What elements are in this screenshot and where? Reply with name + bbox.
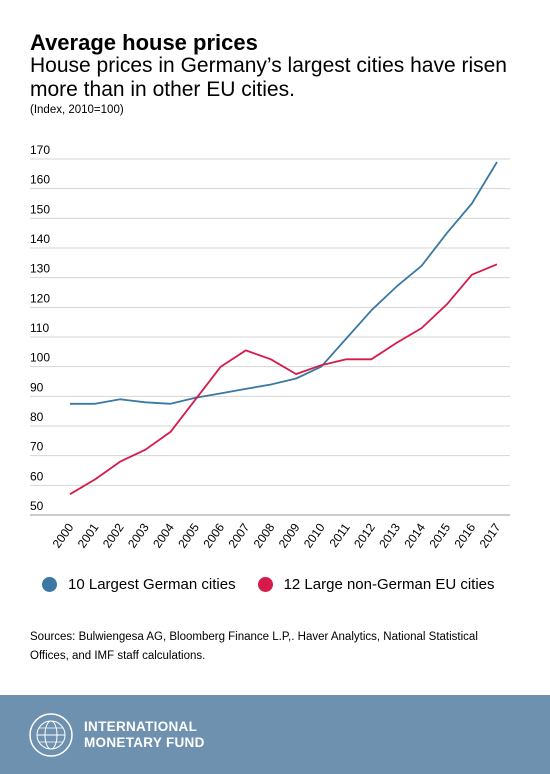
y-tick-label: 90	[30, 380, 44, 394]
y-tick-label: 130	[30, 262, 50, 276]
x-tick-label: 2016	[452, 520, 479, 550]
legend-swatch-eu	[257, 577, 273, 592]
x-tick-label: 2008	[251, 520, 278, 550]
y-tick-label: 80	[30, 410, 44, 424]
y-tick-label: 170	[30, 143, 50, 157]
y-axis-ticks: 50 60 70 80 90 100 110 120 130 140 150 160 170	[30, 143, 50, 513]
x-tick-label: 2013	[376, 520, 403, 550]
x-tick-label: 2004	[150, 520, 177, 550]
x-axis-ticks: 2000200120022003200420052006200720082009…	[50, 520, 504, 550]
sources-note: Sources: Bulwiengesa AG, Bloomberg Finan…	[30, 631, 478, 662]
index-note: (Index, 2010=100)	[30, 104, 124, 116]
x-tick-label: 2006	[200, 520, 227, 550]
x-tick-label: 2012	[351, 520, 378, 550]
legend-label-german: 10 Largest German cities	[68, 576, 236, 593]
legend-label-eu: 12 Large non-German EU cities	[283, 576, 495, 593]
legend-swatch-german	[42, 577, 57, 592]
y-tick-label: 100	[30, 351, 50, 365]
y-tick-label: 110	[30, 321, 49, 335]
y-tick-label: 140	[30, 232, 50, 246]
legend: 10 Largest German cities 12 Large non-Ge…	[42, 576, 517, 593]
y-tick-label: 120	[30, 291, 50, 305]
imf-wordmark: INTERNATIONAL MONETARY FUND	[84, 719, 205, 751]
x-tick-label: 2005	[175, 520, 202, 550]
x-tick-label: 2007	[225, 520, 252, 550]
x-tick-label: 2009	[276, 520, 303, 550]
x-tick-label: 2014	[401, 520, 428, 550]
x-tick-label: 2000	[50, 520, 77, 550]
y-tick-label: 50	[30, 499, 44, 513]
imf-wordmark-line2: MONETARY FUND	[84, 735, 205, 750]
y-tick-label: 60	[30, 469, 44, 483]
y-tick-label: 160	[30, 173, 50, 187]
chart-subtitle: House prices in Germany’s largest cities…	[30, 54, 507, 101]
series-line-german	[70, 161, 498, 405]
legend-item-eu: 12 Large non-German EU cities	[257, 576, 495, 593]
x-tick-label: 2011	[326, 520, 352, 549]
x-tick-label: 2015	[426, 520, 453, 550]
y-tick-label: 150	[30, 202, 50, 216]
x-tick-label: 2002	[100, 520, 127, 550]
x-tick-label: 2001	[75, 520, 102, 550]
x-tick-label: 2010	[301, 520, 328, 550]
legend-item-german: 10 Largest German cities	[42, 576, 236, 593]
y-tick-label: 70	[30, 440, 44, 454]
series-lines	[69, 161, 498, 495]
x-tick-label: 2003	[125, 520, 152, 550]
imf-seal-logo	[29, 713, 73, 757]
x-tick-label: 2017	[477, 520, 504, 550]
chart-title: Average house prices	[30, 30, 258, 55]
imf-footer-bar: INTERNATIONAL MONETARY FUND	[0, 695, 550, 774]
gridlines	[30, 158, 510, 516]
series-line-eu	[69, 263, 498, 495]
imf-wordmark-line1: INTERNATIONAL	[84, 719, 198, 734]
